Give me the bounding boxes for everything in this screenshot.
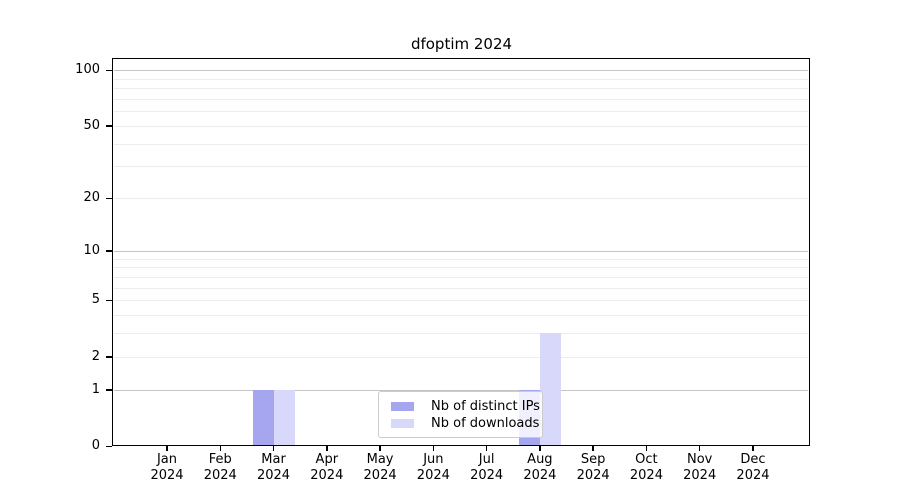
gridline-minor-3 [114, 333, 808, 335]
gridline-minor-90 [114, 78, 808, 80]
x-axis-tick-label-line: 2024 [416, 468, 450, 483]
x-axis-tick-label-line: 2024 [203, 468, 237, 483]
x-axis-tick-label-line: 2024 [683, 468, 717, 483]
y-axis-tick-label-50: 50 [83, 117, 100, 133]
y-axis-tick-20 [106, 197, 112, 200]
y-axis-tick-100 [106, 69, 112, 72]
x-axis-tick-label-sep-2024: Sep 2024 [563, 452, 623, 484]
x-axis-tick-label-jul-2024: Jul 2024 [457, 452, 517, 484]
x-axis-tick-label-line: 2024 [150, 468, 184, 483]
legend-label-nb-of-downloads: Nb of downloads [431, 416, 540, 431]
x-axis-tick-dec-2024 [752, 446, 754, 451]
x-axis-tick-jan-2024 [166, 446, 168, 451]
gridline-minor-20 [114, 198, 808, 200]
gridline-major-100 [114, 70, 808, 72]
legend-item-nb-of-downloads: Nb of downloads [391, 415, 539, 432]
chart-title: dfoptim 2024 [410, 35, 513, 53]
x-axis-tick-jul-2024 [485, 446, 488, 451]
x-axis-tick-label-oct-2024: Oct 2024 [616, 452, 676, 484]
gridline-minor-40 [114, 143, 808, 145]
x-axis-tick-may-2024 [379, 446, 381, 451]
x-axis-tick-label-line: Oct [635, 452, 658, 467]
y-axis-tick-label-5: 5 [91, 292, 100, 308]
x-axis-tick-label-nov-2024: Nov 2024 [670, 452, 730, 484]
x-axis-tick-label-jan-2024: Jan 2024 [137, 452, 197, 484]
legend-item-nb-of-distinct-ips: Nb of distinct IPs [391, 398, 540, 415]
x-axis-tick-label-line: Jan [156, 452, 178, 467]
y-axis-tick-1 [106, 389, 112, 391]
bar-nb-of-distinct-ips-mar-2024 [252, 389, 274, 445]
x-axis-tick-label-line: Sep [580, 452, 606, 467]
x-axis-tick-label-line: 2024 [363, 468, 397, 483]
x-axis-tick-nov-2024 [698, 446, 701, 451]
y-axis-tick-label-100: 100 [75, 62, 100, 78]
legend-label-nb-of-distinct-ips: Nb of distinct IPs [431, 399, 540, 414]
x-axis-tick-label-line: 2024 [523, 468, 557, 483]
x-axis-tick-label-line: 2024 [736, 468, 770, 483]
x-axis-tick-label-line: 2024 [256, 468, 291, 483]
x-axis-tick-label-line: Feb [208, 452, 232, 467]
gridline-minor-8 [114, 267, 808, 269]
y-axis-tick-label-10: 10 [83, 242, 100, 258]
x-axis-tick-label-line: 2024 [576, 468, 610, 483]
x-axis-tick-label-dec-2024: Dec 2024 [723, 452, 783, 484]
bar-nb-of-downloads-aug-2024 [539, 333, 561, 445]
gridline-major-1 [114, 389, 808, 391]
y-axis-tick-label-20: 20 [83, 190, 100, 206]
x-axis-tick-label-line: May [366, 452, 394, 467]
x-axis-tick-label-line: Apr [315, 452, 339, 467]
x-axis-tick-label-line: Mar [261, 452, 286, 467]
gridline-minor-9 [114, 258, 808, 260]
legend: Nb of distinct IPs Nb of downloads [378, 391, 543, 438]
x-axis-tick-oct-2024 [645, 446, 648, 451]
x-axis-tick-label-feb-2024: Feb 2024 [190, 452, 250, 484]
x-axis-tick-feb-2024 [219, 446, 222, 451]
gridline-minor-7 [114, 276, 808, 278]
gridline-minor-2 [114, 356, 808, 358]
x-axis-tick-label-apr-2024: Apr 2024 [297, 452, 357, 484]
gridline-minor-6 [114, 287, 808, 289]
x-axis-tick-label-mar-2024: Mar 2024 [244, 452, 304, 484]
legend-swatch-nb-of-downloads [391, 419, 414, 428]
gridline-minor-30 [114, 166, 808, 168]
x-axis-tick-label-aug-2024: Aug 2024 [510, 452, 570, 484]
y-axis-tick-label-0: 0 [91, 438, 100, 453]
x-axis-tick-label-line: Dec [740, 452, 766, 467]
y-axis-tick-5 [106, 299, 112, 302]
y-axis-tick-2 [106, 356, 112, 358]
x-axis-tick-sep-2024 [592, 446, 594, 451]
x-axis-tick-label-jun-2024: Jun 2024 [403, 452, 463, 484]
y-axis-tick-label-2: 2 [91, 348, 100, 364]
x-axis-tick-mar-2024 [272, 446, 275, 451]
legend-swatch-nb-of-distinct-ips [391, 402, 414, 411]
x-axis-tick-label-line: 2024 [629, 468, 663, 483]
y-axis-tick-50 [106, 125, 112, 127]
x-axis-tick-aug-2024 [539, 446, 541, 451]
gridline-minor-5 [114, 300, 808, 302]
x-axis-tick-label-line: Jul [478, 452, 495, 467]
x-axis-tick-label-line: Jun [423, 452, 444, 467]
x-axis-tick-label-line: Nov [687, 452, 713, 467]
x-axis-tick-apr-2024 [326, 446, 328, 451]
gridline-minor-70 [114, 98, 808, 100]
gridline-major-10 [114, 250, 808, 252]
y-axis-tick-0 [106, 445, 112, 447]
gridline-minor-60 [114, 111, 808, 113]
gridline-minor-80 [114, 88, 808, 90]
y-axis-tick-10 [106, 250, 112, 252]
x-axis-tick-label-line: 2024 [470, 468, 504, 483]
x-axis-tick-label-line: 2024 [310, 468, 344, 483]
y-axis-tick-label-1: 1 [91, 381, 100, 397]
gridline-minor-50 [114, 125, 808, 127]
x-axis-tick-label-may-2024: May 2024 [350, 452, 410, 484]
plot-frame [112, 58, 810, 446]
gridline-minor-4 [114, 314, 808, 316]
x-axis-tick-jun-2024 [432, 446, 435, 451]
x-axis-tick-label-line: Aug [527, 452, 553, 467]
bar-nb-of-downloads-mar-2024 [273, 389, 295, 445]
